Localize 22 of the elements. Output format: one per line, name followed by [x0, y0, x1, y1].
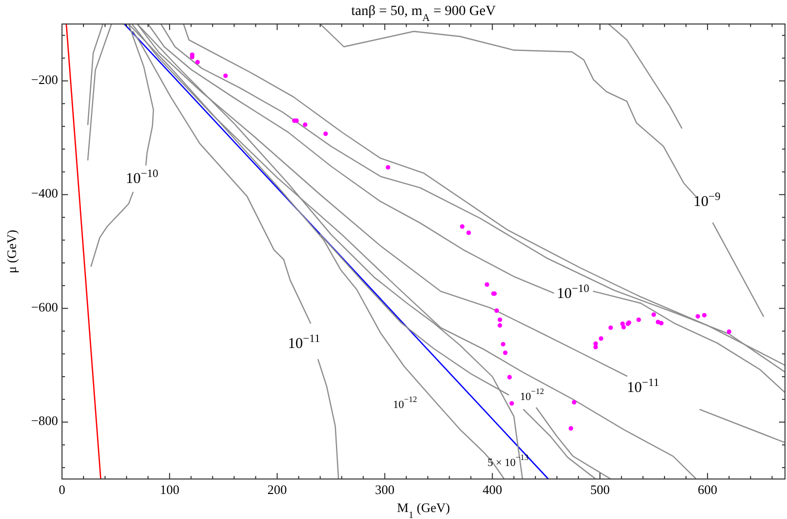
x-tick-label: 200: [267, 482, 287, 497]
chart-title: tanβ = 50, m$_{A}$ = 900 GeV: [351, 4, 496, 24]
y-tick-label: −800: [31, 413, 58, 428]
x-tick-label: 300: [375, 482, 395, 497]
annotation: 10$^{−11}$: [626, 376, 660, 396]
x-tick-label: 0: [58, 482, 66, 497]
x-tick-label: 600: [698, 482, 718, 497]
annotation: 10$^{−12}$: [393, 395, 417, 411]
x-axis-title: M$_{1}$ (GeV): [397, 500, 450, 519]
y-tick-label: −200: [31, 72, 58, 87]
annotation: 10$^{−9}$: [694, 190, 721, 210]
annotation: 10$^{−10}$: [556, 282, 590, 302]
annotation: 5 × 10$^{−13}$: [487, 453, 529, 469]
annotation: 10$^{−10}$: [126, 168, 159, 188]
x-tick-label: 100: [160, 482, 180, 497]
x-tick-label: 400: [482, 482, 502, 497]
y-tick-label: −400: [31, 186, 58, 201]
y-tick-label: −600: [31, 299, 58, 314]
y-axis-title: μ (GeV): [4, 230, 19, 274]
annotation: 10$^{−12}$: [520, 387, 544, 403]
x-tick-label: 500: [590, 482, 610, 497]
annotation: 10$^{−11}$: [288, 332, 320, 352]
